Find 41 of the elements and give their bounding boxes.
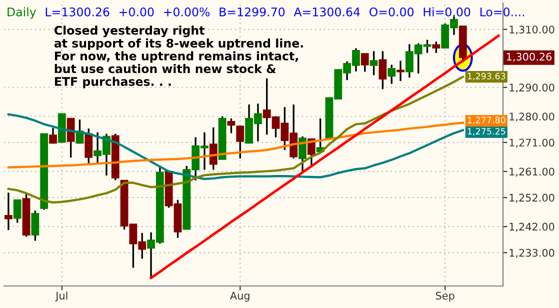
- annotation: O=0.00: [369, 7, 414, 16]
- candlestick: [49, 127, 57, 144]
- y-tick-label: 1,252.00: [510, 194, 554, 203]
- annotation: +0.00: [120, 7, 154, 16]
- candlestick: [227, 118, 236, 134]
- candlestick: [378, 50, 387, 90]
- candlestick: [432, 40, 440, 54]
- y-tick-label: 1,310.00: [510, 26, 554, 35]
- x-tick-label: Sep: [436, 292, 454, 302]
- text: 1,300.26: [506, 52, 552, 62]
- candlestick: [370, 50, 378, 76]
- y-tick-label: 1,290.00: [510, 84, 554, 93]
- data-label: 1,277.80: [468, 116, 506, 124]
- x-tick-label: Aug: [230, 292, 250, 302]
- annotation: A=1300.64: [294, 7, 360, 16]
- candlestick: [388, 64, 396, 85]
- data-label: 1,293.63: [468, 72, 506, 80]
- annotation: Hi=0.00: [424, 7, 470, 16]
- chart-title: Daily: [8, 7, 36, 19]
- candlestick: [31, 210, 40, 242]
- annotation: Lo=0....: [480, 7, 524, 16]
- candlestick: [209, 126, 218, 171]
- candlestick: [13, 199, 22, 224]
- candlestick: [396, 60, 404, 82]
- candlestick: [84, 128, 93, 164]
- y-tick-label: 1,261.00: [510, 168, 554, 177]
- annotation: +0.00%: [164, 7, 210, 16]
- annotation: Closed yesterday right at support of its 8-week uptrend line. For now, the uptrend remains intact, but use caution with new stock & ETF purchases. . .: [54, 26, 303, 88]
- data-label: 1,275.25: [468, 128, 506, 136]
- annotation: L=1300.26: [46, 7, 110, 16]
- annotation: B=1299.70: [220, 7, 285, 16]
- y-tick-label: 1,242.00: [510, 222, 554, 232]
- candlestick: [360, 52, 369, 73]
- y-tick-label: 1,271.00: [510, 138, 554, 148]
- candlestick: [66, 118, 75, 158]
- y-tick-label: 1,233.00: [510, 248, 554, 258]
- y-tick-label: 1,280.00: [510, 112, 554, 122]
- candlestick: [298, 136, 306, 172]
- candlestick: [236, 125, 244, 160]
- candlestick: [4, 192, 12, 231]
- x-tick-label: Jul: [55, 292, 68, 302]
